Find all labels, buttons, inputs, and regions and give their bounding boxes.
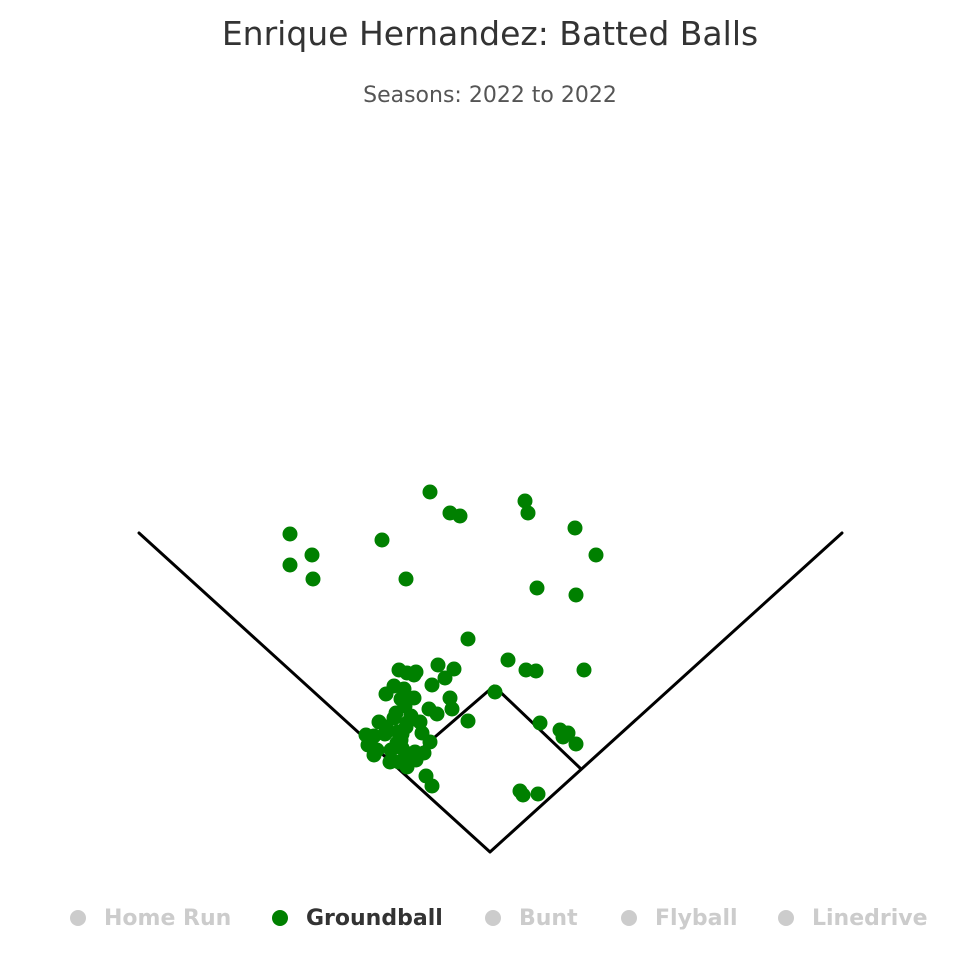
groundball-point xyxy=(424,677,440,693)
groundball-point xyxy=(396,681,412,697)
legend-label: Home Run xyxy=(104,905,232,931)
groundball-point xyxy=(282,526,298,542)
legend-label: Linedrive xyxy=(812,905,928,931)
legend: Home Run Groundball Bunt Flyball Linedrive xyxy=(0,900,980,936)
groundball-point xyxy=(460,631,476,647)
legend-label: Flyball xyxy=(655,905,738,931)
groundball-point xyxy=(422,734,438,750)
groundball-point xyxy=(412,714,428,730)
groundball-point xyxy=(446,661,462,677)
groundball-point xyxy=(567,520,583,536)
groundball-point xyxy=(444,701,460,717)
groundball-point xyxy=(424,778,440,794)
groundball-point xyxy=(568,587,584,603)
baseball-field-chart xyxy=(137,484,844,854)
groundball-point xyxy=(430,657,446,673)
foul-lines xyxy=(137,531,844,854)
groundball-point xyxy=(487,684,503,700)
groundball-point xyxy=(389,735,405,751)
groundball-point xyxy=(576,662,592,678)
groundball-point xyxy=(528,663,544,679)
groundball-point xyxy=(429,706,445,722)
groundball-point xyxy=(374,532,390,548)
groundball-point xyxy=(529,580,545,596)
groundball-point xyxy=(406,667,422,683)
chart-title: Enrique Hernandez: Batted Balls xyxy=(221,14,759,53)
groundball-point xyxy=(532,715,548,731)
groundball-point xyxy=(515,787,531,803)
groundball-point xyxy=(460,713,476,729)
groundball-point xyxy=(568,736,584,752)
groundball-point xyxy=(366,747,382,763)
groundball-point xyxy=(555,729,571,745)
groundball-point xyxy=(378,719,394,735)
groundball-point xyxy=(520,505,536,521)
groundball-point xyxy=(282,557,298,573)
groundball-point xyxy=(305,571,321,587)
groundball-point xyxy=(500,652,516,668)
groundball-point xyxy=(530,786,546,802)
legend-label: Groundball xyxy=(306,905,443,931)
groundball-point xyxy=(452,508,468,524)
groundball-point xyxy=(388,705,404,721)
legend-marker-home-run xyxy=(70,910,86,926)
groundball-point xyxy=(408,752,424,768)
legend-marker-flyball xyxy=(621,910,637,926)
legend-item-flyball[interactable]: Flyball xyxy=(621,900,738,936)
chart-subtitle: Seasons: 2022 to 2022 xyxy=(363,83,617,108)
groundball-point xyxy=(422,484,438,500)
legend-marker-linedrive xyxy=(778,910,794,926)
legend-marker-bunt xyxy=(485,910,501,926)
groundball-point xyxy=(378,686,394,702)
groundball-point xyxy=(517,493,533,509)
groundball-points xyxy=(282,484,604,803)
groundball-point xyxy=(304,547,320,563)
legend-label: Bunt xyxy=(519,905,578,931)
legend-item-home-run[interactable]: Home Run xyxy=(70,900,231,936)
legend-item-linedrive[interactable]: Linedrive xyxy=(778,900,928,936)
groundball-point xyxy=(588,547,604,563)
legend-item-bunt[interactable]: Bunt xyxy=(485,900,578,936)
groundball-point xyxy=(398,719,414,735)
legend-marker-groundball xyxy=(272,910,288,926)
groundball-point xyxy=(358,727,374,743)
legend-item-groundball[interactable]: Groundball xyxy=(272,900,443,936)
groundball-point xyxy=(398,571,414,587)
